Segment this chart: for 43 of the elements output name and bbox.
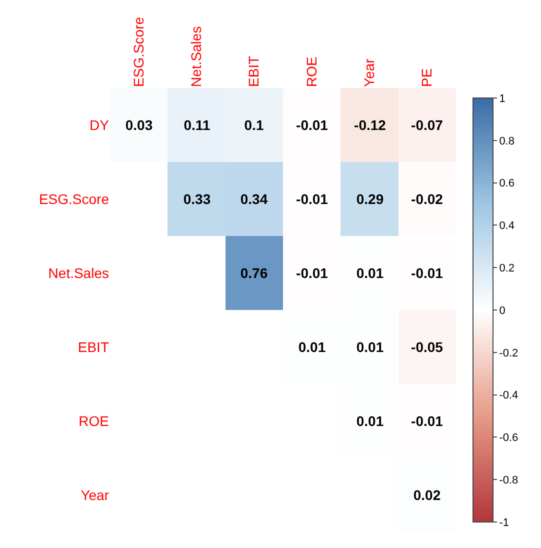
y-tick-label: ESG.Score (38, 190, 110, 207)
data-label: 0.03 (125, 116, 153, 133)
y-tick-label: EBIT (78, 338, 110, 355)
data-label: -0.01 (296, 264, 328, 281)
data-label: -0.12 (354, 116, 386, 133)
color-bar-label: 1 (499, 92, 506, 105)
color-bar-label: 0.6 (499, 178, 514, 190)
x-tick-label: ROE (303, 56, 320, 87)
data-label: -0.01 (411, 412, 444, 429)
data-label: -0.01 (296, 116, 328, 133)
data-label: -0.02 (411, 190, 444, 207)
x-tick-label: EBIT (246, 55, 262, 87)
data-label: -0.01 (296, 190, 328, 207)
data-label: 0.11 (184, 116, 210, 133)
data-label: 0.33 (183, 190, 211, 207)
y-tick-label: Net.Sales (48, 264, 109, 281)
data-label: 0.02 (413, 486, 441, 503)
data-label: 0.01 (356, 412, 384, 429)
color-bar-label: -0.6 (499, 432, 518, 444)
data-label: 0.1 (244, 116, 264, 133)
color-bar-label: -0.8 (499, 474, 518, 486)
color-bar-label: 0.2 (499, 262, 514, 274)
data-label: 0.01 (356, 338, 384, 355)
color-bar-label: -0.2 (499, 347, 518, 360)
color-bar-label: -1 (499, 516, 509, 529)
color-bar-label: 0 (499, 304, 506, 317)
color-bar-label: 0.4 (499, 220, 514, 232)
x-tick-label: Year (361, 58, 378, 87)
data-label: 0.01 (298, 338, 326, 355)
x-tick-label: PE (418, 68, 435, 87)
data-label: -0.07 (411, 116, 444, 133)
y-tick-label: DY (90, 116, 110, 133)
data-label: 0.34 (240, 190, 268, 207)
data-label: 0.29 (356, 190, 384, 207)
data-label: 0.76 (240, 264, 268, 281)
data-label: -0.05 (411, 338, 444, 355)
color-bar-label: 0.8 (499, 135, 514, 148)
x-tick-label: Net.Sales (188, 26, 204, 87)
color-bar-label: -0.4 (499, 390, 518, 402)
y-tick-label: Year (80, 486, 110, 503)
data-label: 0.01 (356, 264, 384, 281)
y-tick-label: ROE (78, 412, 109, 429)
data-label: -0.01 (411, 264, 444, 281)
